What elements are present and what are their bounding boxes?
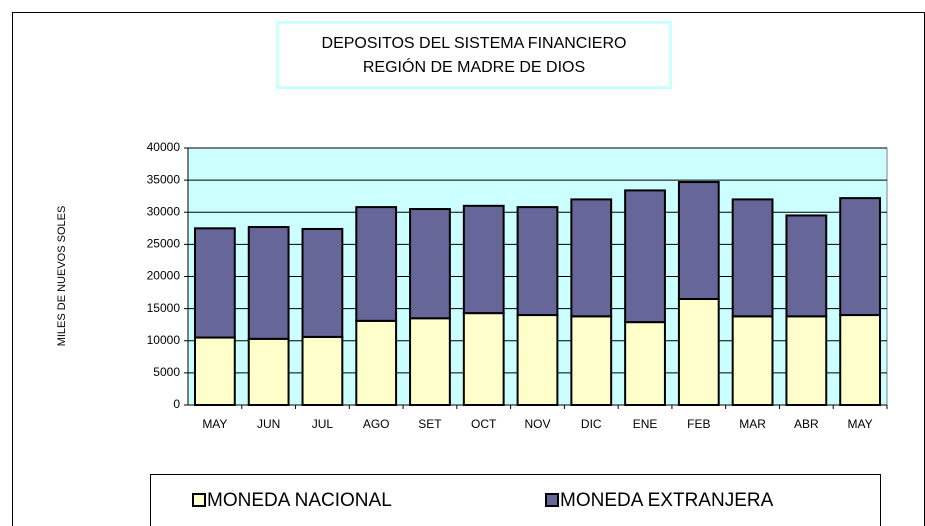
legend-label: MONEDA EXTRANJERA (560, 490, 774, 511)
bar-segment (677, 181, 720, 300)
legend-label: MONEDA NACIONAL (207, 490, 392, 511)
bar-segment (839, 314, 882, 406)
bar-segment (247, 226, 290, 340)
bar-segment (301, 335, 344, 406)
legend-swatch (192, 493, 206, 507)
bar-segment (731, 315, 774, 406)
bar-segment (193, 336, 236, 407)
x-tick-label: OCT (471, 417, 497, 431)
x-tick-label: JUL (312, 417, 334, 431)
bar-segment (624, 321, 666, 406)
y-tick-label: 40000 (147, 140, 181, 154)
legend-swatch (545, 493, 559, 507)
y-tick-label: 30000 (147, 204, 181, 218)
bar-segment (462, 204, 505, 315)
y-tick-label: 35000 (147, 172, 181, 186)
bar-segment (462, 312, 505, 406)
bar-segment (785, 214, 828, 318)
bar-segment (785, 315, 828, 406)
x-tick-label: DIC (581, 417, 602, 431)
y-tick-label: 10000 (147, 333, 181, 347)
bar-segment (409, 208, 451, 320)
x-tick-label: FEB (687, 417, 710, 431)
x-tick-label: MAY (202, 417, 227, 431)
chart-title: REGIÓN DE MADRE DE DIOS (363, 57, 585, 76)
bar-segment (355, 319, 398, 406)
x-tick-label: ABR (794, 417, 819, 431)
bar-segment (731, 198, 774, 318)
chart-title: DEPOSITOS DEL SISTEMA FINANCIERO (322, 35, 627, 52)
x-tick-label: MAR (739, 417, 766, 431)
bar-segment (301, 227, 344, 338)
x-tick-label: MAY (848, 417, 873, 431)
bar-segment (624, 189, 666, 324)
bar-segment (516, 314, 559, 406)
title-box (276, 21, 672, 89)
y-tick-label: 15000 (147, 301, 181, 315)
bar-segment (677, 297, 720, 406)
y-tick-label: 20000 (147, 269, 181, 283)
bar-segment (247, 337, 290, 407)
bar-segment (355, 206, 398, 322)
bar-segment (409, 317, 451, 407)
y-tick-label: 0 (173, 397, 180, 411)
x-tick-label: AGO (363, 417, 390, 431)
bar-segment (516, 206, 559, 317)
y-tick-label: 5000 (153, 365, 180, 379)
bar-segment (193, 227, 236, 339)
bar-segment (570, 315, 613, 406)
bar-segment (570, 198, 613, 318)
y-axis-label: MILES DE NUEVOS SOLES (56, 206, 68, 347)
y-tick-label: 25000 (147, 237, 181, 251)
x-tick-label: JUN (257, 417, 280, 431)
x-tick-label: ENE (633, 417, 658, 431)
x-tick-label: NOV (524, 417, 550, 431)
x-tick-label: SET (418, 417, 442, 431)
legend-box (150, 474, 881, 526)
bar-segment (839, 197, 882, 317)
